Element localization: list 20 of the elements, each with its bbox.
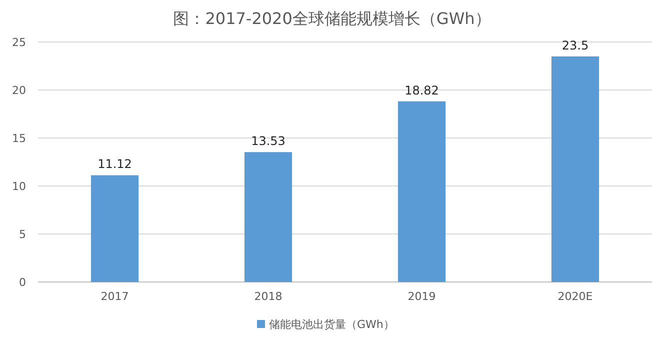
- data-label: 13.53: [251, 134, 286, 148]
- data-label: 11.12: [98, 157, 132, 172]
- bar: [398, 101, 446, 282]
- data-label: 23.5: [562, 38, 589, 52]
- y-tick-label: 10: [12, 180, 26, 193]
- y-tick-label: 5: [19, 228, 26, 241]
- data-label: 18.82: [404, 83, 439, 98]
- y-tick-label: 0: [19, 276, 26, 289]
- x-tick-label: 2019: [408, 290, 436, 303]
- bar: [90, 175, 139, 282]
- x-tick-label: 2018: [254, 290, 282, 303]
- bar: [244, 152, 292, 282]
- y-tick-label: 20: [12, 84, 26, 97]
- chart-title: 图：2017-2020全球储能规模增长（GWh）: [173, 9, 491, 28]
- legend-label: 储能电池出货量（GWh）: [269, 318, 394, 331]
- y-tick-label: 15: [12, 132, 26, 145]
- bar: [551, 56, 600, 282]
- y-tick-label: 25: [12, 36, 26, 49]
- x-tick-label: 2020E: [558, 290, 593, 303]
- x-tick-label: 2017: [100, 290, 129, 303]
